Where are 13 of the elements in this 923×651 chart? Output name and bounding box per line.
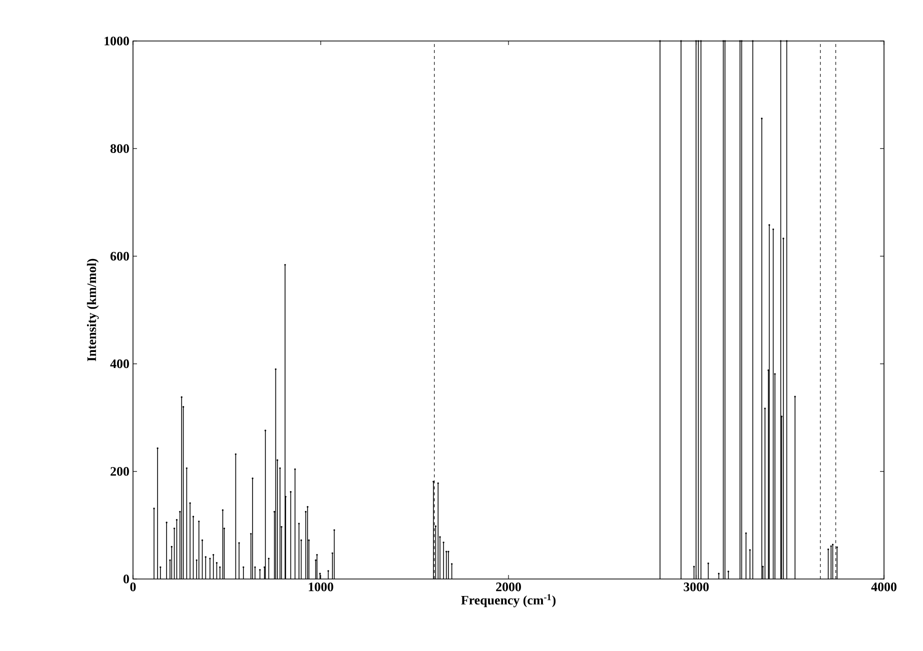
x-tick-label: 0 bbox=[130, 582, 136, 592]
y-tick-label: 1000 bbox=[104, 36, 129, 46]
y-axis-title: Intensity (km/mol) bbox=[86, 258, 99, 362]
x-tick-label: 3000 bbox=[684, 582, 709, 592]
x-tick-label: 2000 bbox=[496, 582, 521, 592]
x-tick-label: 4000 bbox=[871, 582, 896, 592]
y-tick-label: 200 bbox=[110, 467, 129, 476]
x-tick-label: 1000 bbox=[308, 582, 334, 592]
y-tick-label: 600 bbox=[110, 252, 129, 261]
y-tick-label: 0 bbox=[124, 574, 129, 584]
y-tick-label: 400 bbox=[110, 359, 129, 368]
x-axis-title: Frequency (cm$^{-1}$) bbox=[461, 594, 556, 608]
y-tick-label: 800 bbox=[110, 144, 129, 153]
